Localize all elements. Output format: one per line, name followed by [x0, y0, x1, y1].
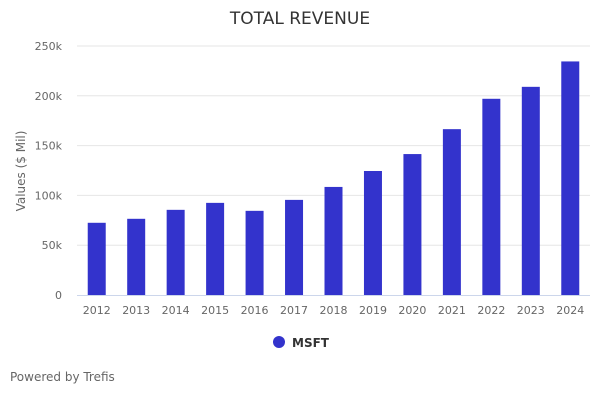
bar-2017[interactable]	[285, 199, 304, 295]
bar-2012[interactable]	[87, 222, 106, 295]
x-tick-label: 2024	[556, 304, 584, 317]
x-axis-ticks: 2012 2013 2014 2015 2016 2017 2018 2019 2020 2021…	[83, 304, 585, 317]
x-tick-label: 2012	[83, 304, 111, 317]
x-tick-label: 2022	[477, 304, 505, 317]
chart-title: TOTAL REVENUE	[229, 9, 370, 29]
y-tick-label: 200k	[35, 90, 63, 103]
bar-2023[interactable]	[521, 86, 540, 295]
bar-2024[interactable]	[561, 61, 580, 295]
y-tick-label: 100k	[35, 189, 63, 202]
legend-marker-msft[interactable]	[273, 336, 285, 348]
y-tick-label: 250k	[35, 40, 63, 53]
legend-label-msft[interactable]: MSFT	[292, 336, 330, 350]
y-axis-ticks: 0 50k 100k 150k 200k 250k	[35, 40, 63, 302]
bar-2018[interactable]	[324, 186, 343, 295]
bars	[87, 61, 580, 296]
bar-2022[interactable]	[482, 98, 501, 296]
y-tick-label: 50k	[42, 239, 63, 252]
legend[interactable]: MSFT	[273, 336, 330, 350]
bar-2016[interactable]	[245, 210, 264, 295]
x-tick-label: 2016	[241, 304, 269, 317]
x-tick-label: 2015	[201, 304, 229, 317]
x-tick-label: 2021	[438, 304, 466, 317]
y-tick-label: 0	[55, 289, 62, 302]
x-tick-label: 2023	[517, 304, 545, 317]
x-tick-label: 2017	[280, 304, 308, 317]
x-tick-label: 2019	[359, 304, 387, 317]
powered-by-credit[interactable]: Powered by Trefis	[10, 370, 115, 384]
x-tick-label: 2014	[162, 304, 190, 317]
bar-2013[interactable]	[127, 218, 146, 295]
bar-2020[interactable]	[403, 154, 422, 295]
bar-2014[interactable]	[166, 209, 185, 295]
y-axis-label: Values ($ Mil)	[14, 131, 28, 212]
bar-2021[interactable]	[442, 129, 461, 295]
bar-2019[interactable]	[363, 170, 382, 295]
x-tick-label: 2018	[320, 304, 348, 317]
bar-2015[interactable]	[206, 202, 225, 295]
x-tick-label: 2020	[398, 304, 426, 317]
y-tick-label: 150k	[35, 140, 63, 153]
gridlines	[77, 45, 590, 246]
x-tick-label: 2013	[122, 304, 150, 317]
